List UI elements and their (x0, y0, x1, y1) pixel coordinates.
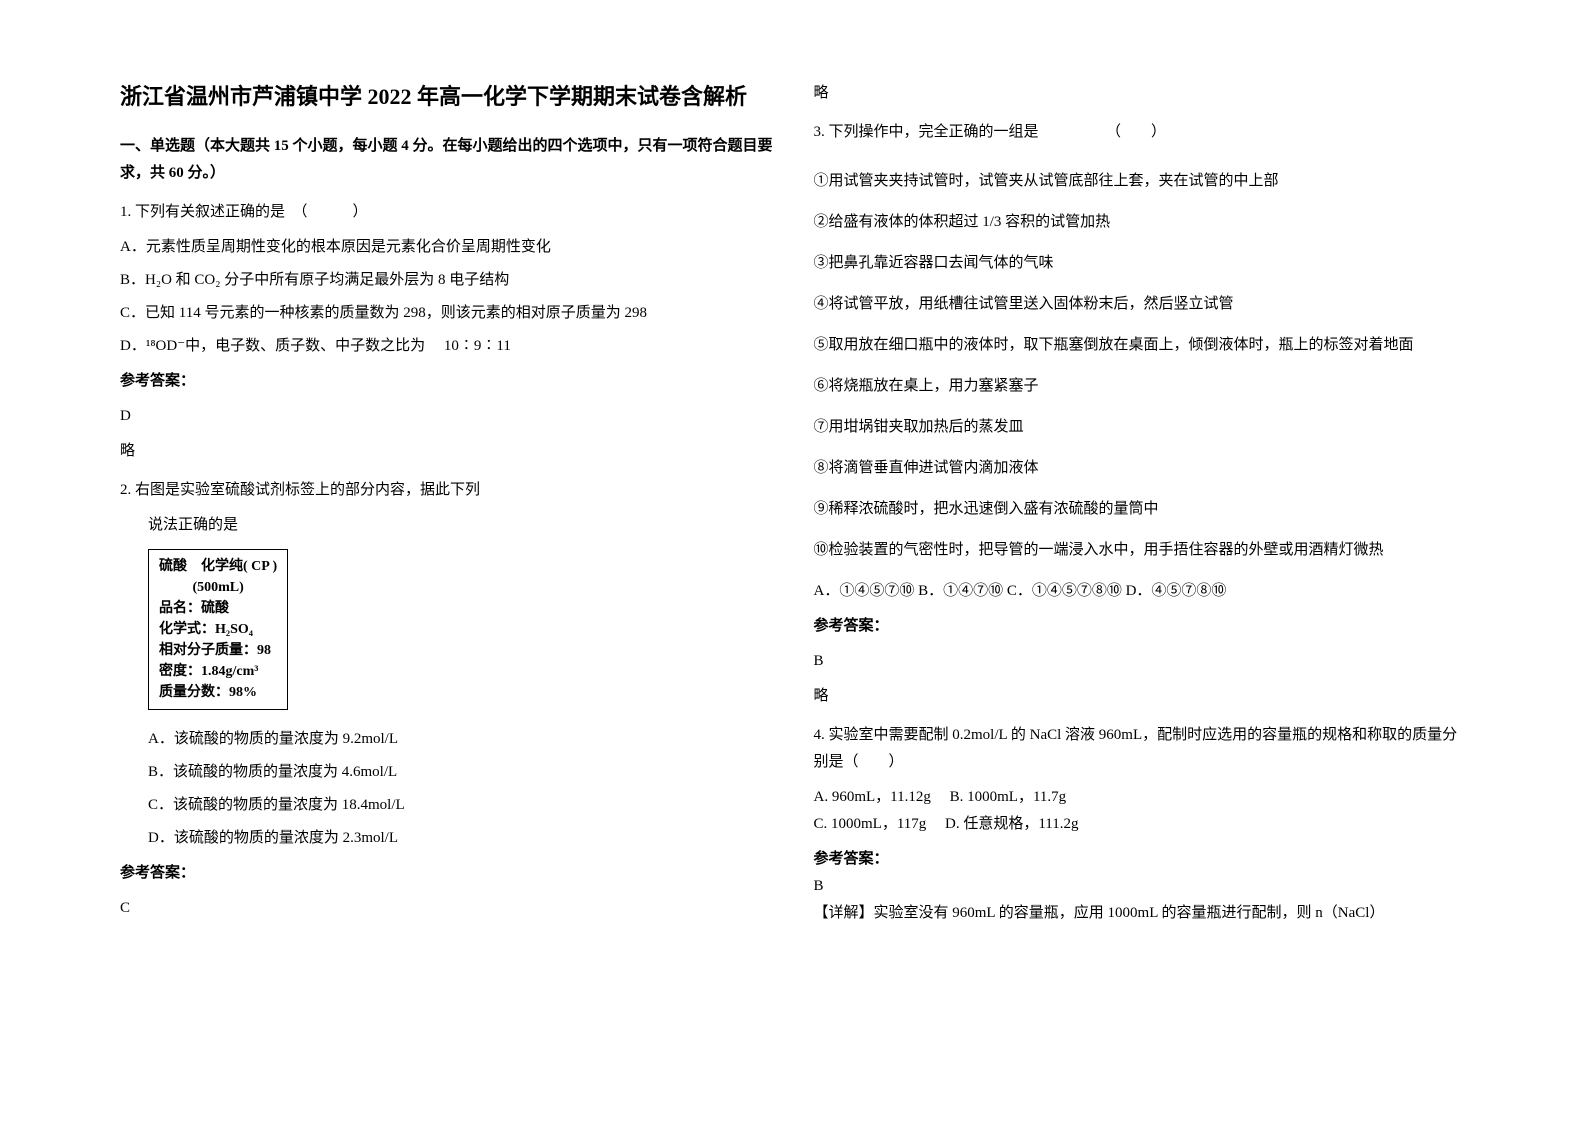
q3-opts: A．①④⑤⑦⑩ B．①④⑦⑩ C．①④⑤⑦⑧⑩ D．④⑤⑦⑧⑩ (814, 578, 1468, 605)
q4-opt-cd: C. 1000mL，117g D. 任意规格，111.2g (814, 811, 1468, 838)
q3-i5: ⑤取用放在细口瓶中的液体时，取下瓶塞倒放在桌面上，倾倒液体时，瓶上的标签对着地面 (814, 332, 1468, 359)
q2-answer: C (120, 895, 774, 922)
q2-stem: 2. 右图是实验室硫酸试剂标签上的部分内容，据此下列 (120, 477, 774, 504)
q3-i9: ⑨稀释浓硫酸时，把水迅速倒入盛有浓硫酸的量筒中 (814, 496, 1468, 523)
box-l5: 相对分子质量：98 (159, 640, 277, 661)
q3-i8: ⑧将滴管垂直伸进试管内滴加液体 (814, 455, 1468, 482)
q1-extra: 略 (120, 438, 774, 465)
box-l7: 质量分数：98% (159, 682, 277, 703)
q2-opt-d: D．该硫酸的物质的量浓度为 2.3mol/L (120, 825, 774, 852)
q4-answer: B (814, 873, 1468, 900)
q3-i7: ⑦用坩埚钳夹取加热后的蒸发皿 (814, 414, 1468, 441)
box-l4: 化学式：H₂SO₄ (159, 619, 277, 640)
q4-opt-ab: A. 960mL，11.12g B. 1000mL，11.7g (814, 784, 1468, 811)
q3-i4: ④将试管平放，用纸槽往试管里送入固体粉末后，然后竖立试管 (814, 291, 1468, 318)
right-extra0: 略 (814, 80, 1468, 107)
q2-opt-c: C．该硫酸的物质的量浓度为 18.4mol/L (120, 792, 774, 819)
q4-expl: 【详解】实验室没有 960mL 的容量瓶，应用 1000mL 的容量瓶进行配制，… (814, 900, 1468, 927)
q2-label-box: 硫酸 化学纯( CP ) (500mL) 品名：硫酸 化学式：H₂SO₄ 相对分… (148, 549, 288, 710)
box-l3: 品名：硫酸 (159, 598, 277, 619)
q1-opt-d: D．¹⁸OD⁻中，电子数、质子数、中子数之比为 10∶9∶11 (120, 333, 774, 360)
q3-answer-label: 参考答案： (814, 613, 1468, 640)
box-l1: 硫酸 化学纯( CP ) (159, 556, 277, 577)
q1-stem: 1. 下列有关叙述正确的是 （ ） (120, 199, 774, 226)
q4-answer-label: 参考答案： (814, 846, 1468, 873)
q3-i2: ②给盛有液体的体积超过 1/3 容积的试管加热 (814, 209, 1468, 236)
q1-answer-label: 参考答案： (120, 368, 774, 395)
q2-answer-label: 参考答案： (120, 860, 774, 887)
q1-opt-c: C．已知 114 号元素的一种核素的质量数为 298，则该元素的相对原子质量为 … (120, 300, 774, 327)
q2-stem2: 说法正确的是 (120, 512, 774, 539)
q1-opt-b: B．H₂O 和 CO₂ 分子中所有原子均满足最外层为 8 电子结构 (120, 267, 774, 294)
q3-i1: ①用试管夹夹持试管时，试管夹从试管底部往上套，夹在试管的中上部 (814, 168, 1468, 195)
q4-stem: 4. 实验室中需要配制 0.2mol/L 的 NaCl 溶液 960mL，配制时… (814, 722, 1468, 776)
q3-i10: ⑩检验装置的气密性时，把导管的一端浸入水中，用手捂住容器的外壁或用酒精灯微热 (814, 537, 1468, 564)
q3-extra: 略 (814, 683, 1468, 710)
q1-opt-a: A．元素性质呈周期性变化的根本原因是元素化合价呈周期性变化 (120, 234, 774, 261)
q2-opt-b: B．该硫酸的物质的量浓度为 4.6mol/L (120, 759, 774, 786)
q3-i6: ⑥将烧瓶放在桌上，用力塞紧塞子 (814, 373, 1468, 400)
doc-title: 浙江省温州市芦浦镇中学 2022 年高一化学下学期期末试卷含解析 (120, 80, 774, 113)
q3-i3: ③把鼻孔靠近容器口去闻气体的气味 (814, 250, 1468, 277)
q2-opt-a: A．该硫酸的物质的量浓度为 9.2mol/L (120, 726, 774, 753)
box-l2: (500mL) (159, 577, 277, 598)
q3-stem: 3. 下列操作中，完全正确的一组是 （ ） (814, 119, 1468, 146)
q3-answer: B (814, 648, 1468, 675)
q1-answer: D (120, 403, 774, 430)
box-l6: 密度：1.84g/cm³ (159, 661, 277, 682)
section-header: 一、单选题（本大题共 15 个小题，每小题 4 分。在每小题给出的四个选项中，只… (120, 133, 774, 187)
